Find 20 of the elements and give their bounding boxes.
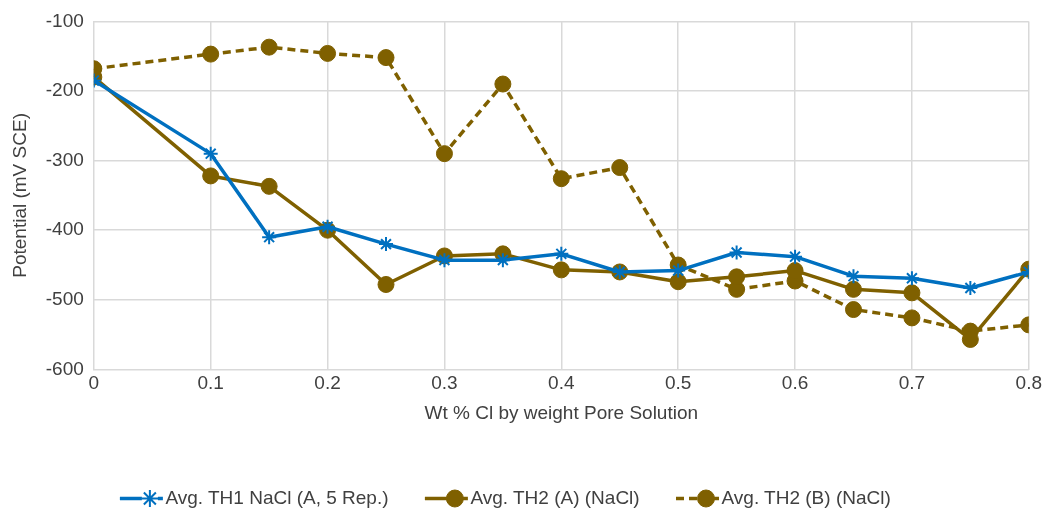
legend-label: Avg. TH2 (B) (NaCl) (721, 486, 891, 508)
x-tick-label: 0.7 (898, 372, 926, 394)
y-tick-label: -400 (45, 218, 84, 240)
x-tick-label: 0.4 (548, 372, 575, 394)
x-axis-title: Wt % Cl by weight Pore Solution (424, 401, 699, 423)
legend-label: Avg. TH1 NaCl (A, 5 Rep.) (165, 486, 389, 508)
x-tick-label: 0.2 (314, 372, 341, 394)
legend-label: Avg. TH2 (A) (NaCl) (470, 486, 640, 508)
y-tick-label: -100 (45, 9, 84, 31)
y-tick-label: -600 (45, 357, 84, 379)
y-tick-label: -200 (45, 79, 84, 101)
x-tick-label: 0.8 (1015, 372, 1042, 394)
y-tick-label: -300 (45, 148, 84, 170)
y-axis-title: Potential (mV SCE) (8, 113, 30, 278)
x-tick-label: 0.3 (431, 372, 458, 394)
y-tick-label: -500 (45, 288, 84, 310)
x-tick-label: 0.5 (664, 372, 692, 394)
x-tick-label: 0.1 (197, 372, 224, 394)
x-tick-label: 0 (88, 372, 100, 394)
x-tick-label: 0.6 (781, 372, 809, 394)
